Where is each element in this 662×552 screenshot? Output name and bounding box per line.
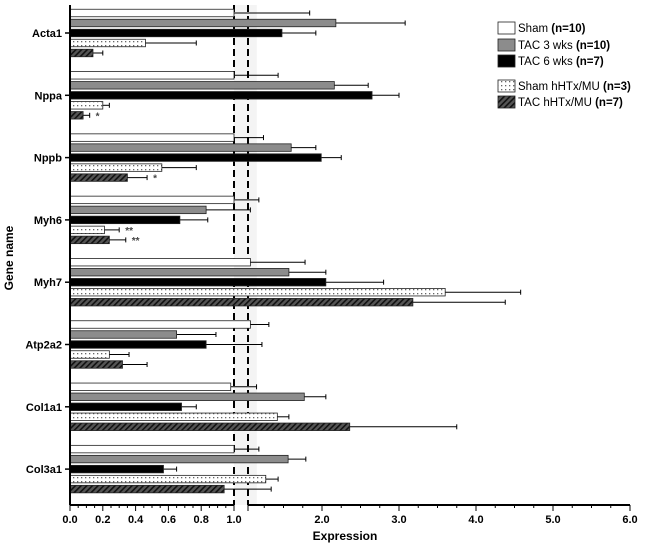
bar-atp2a2-2 <box>69 340 207 349</box>
y-tick-label: Acta1 <box>32 28 62 40</box>
legend-item-4: TAC hHTx/MU (n=7) <box>497 95 623 109</box>
bar-myh6-0 <box>69 195 235 205</box>
bar-atp2a2-4 <box>69 360 123 369</box>
bar-col1a1-2 <box>69 402 182 411</box>
legend-label: TAC hHTx/MU (n=7) <box>518 97 623 109</box>
legend-n: (n=3) <box>603 81 631 93</box>
significance-marker: ** <box>132 236 140 247</box>
y-tick-label: Myh7 <box>34 277 62 289</box>
bar-myh6-4 <box>69 235 110 245</box>
x-tick-label: 0.4 <box>128 514 144 526</box>
bar-myh6-3 <box>69 225 105 235</box>
legend-n: (n=7) <box>595 97 623 109</box>
x-tick-label: 0.6 <box>161 514 176 526</box>
x-tick-label: 0.0 <box>62 514 77 526</box>
legend-series-name: Sham <box>518 23 551 35</box>
legend-series-name: TAC hHTx/MU <box>518 97 595 109</box>
legend-label: Sham (n=10) <box>518 23 586 35</box>
legend-label: TAC 3 wks (n=10) <box>518 40 610 52</box>
x-tick-label: 1.0 <box>226 514 241 526</box>
bar-col3a1-2 <box>69 464 164 474</box>
legend-n: (n=7) <box>576 56 604 68</box>
legend-swatch <box>497 54 516 68</box>
y-axis-label: Gene name <box>2 225 16 290</box>
bar-nppb-2 <box>69 153 322 162</box>
bar-nppb-4 <box>69 173 128 182</box>
legend-label: Sham hHTx/MU (n=3) <box>518 81 631 93</box>
bar-myh7-0 <box>69 258 251 267</box>
y-tick-label: Atp2a2 <box>25 340 62 352</box>
legend-item-1: TAC 3 wks (n=10) <box>497 38 610 52</box>
bar-myh7-3 <box>69 288 446 297</box>
bar-col3a1-3 <box>69 474 267 484</box>
bar-col3a1-1 <box>69 454 289 464</box>
legend-swatch <box>497 38 516 52</box>
x-tick-label: 5.0 <box>545 514 560 526</box>
x-tick-label: 0.8 <box>194 514 209 526</box>
bar-acta1-4 <box>69 48 94 58</box>
legend-series-name: TAC 3 wks <box>518 40 576 52</box>
bar-nppb-1 <box>69 143 292 152</box>
bar-myh6-1 <box>69 205 207 215</box>
legend-n: (n=10) <box>551 23 585 35</box>
x-axis-label: Expression <box>313 529 378 543</box>
bar-nppa-3 <box>69 101 104 110</box>
bar-col1a1-1 <box>69 392 305 401</box>
bar-nppb-0 <box>69 133 235 142</box>
y-tick-label: Nppb <box>34 153 62 165</box>
x-tick-label: 3.0 <box>391 514 406 526</box>
legend-series-name: Sham hHTx/MU <box>518 81 603 93</box>
x-tick-label: 6.0 <box>622 514 637 526</box>
bar-atp2a2-0 <box>69 320 251 329</box>
bar-nppa-0 <box>69 71 235 80</box>
significance-marker: * <box>153 174 157 185</box>
bar-acta1-3 <box>69 38 146 48</box>
significance-marker: ** <box>125 226 133 237</box>
legend-item-0: Sham (n=10) <box>497 21 586 35</box>
legend: Sham (n=10)TAC 3 wks (n=10)TAC 6 wks (n=… <box>497 21 631 109</box>
bar-acta1-1 <box>69 18 337 28</box>
legend-swatch <box>497 79 516 93</box>
bar-myh7-4 <box>69 298 414 307</box>
y-tick-label: Nppa <box>35 90 63 102</box>
bars-layer: ****** <box>69 5 522 505</box>
y-tick-label: Col1a1 <box>26 402 62 414</box>
bar-col3a1-4 <box>69 484 225 494</box>
legend-item-3: Sham hHTx/MU (n=3) <box>497 79 631 93</box>
bar-atp2a2-3 <box>69 350 110 359</box>
bar-myh7-2 <box>69 278 327 287</box>
legend-series-name: TAC 6 wks <box>518 56 576 68</box>
bar-col3a1-0 <box>69 444 235 454</box>
x-tick-label: 4.0 <box>468 514 483 526</box>
y-tick-label: Col3a1 <box>26 464 62 476</box>
bar-myh7-1 <box>69 268 290 277</box>
bar-col1a1-0 <box>69 382 232 391</box>
bar-col1a1-4 <box>69 422 351 431</box>
axes-layer: Acta1 Nppa Nppb Myh6 Myh7 Atp2a2 Col1a1 Col3a1 0… <box>25 5 638 526</box>
bar-acta1-0 <box>69 8 235 18</box>
bar-nppb-3 <box>69 163 163 172</box>
reference-band <box>234 5 257 505</box>
x-tick-label: 0.2 <box>95 514 110 526</box>
y-tick-label: Myh6 <box>34 215 62 227</box>
legend-n: (n=10) <box>576 40 610 52</box>
legend-item-2: TAC 6 wks (n=7) <box>497 54 604 68</box>
bar-atp2a2-1 <box>69 330 177 339</box>
legend-label: TAC 6 wks (n=7) <box>518 56 604 68</box>
bar-nppa-4 <box>69 111 84 120</box>
bar-acta1-2 <box>69 28 283 38</box>
bar-nppa-1 <box>69 81 335 90</box>
legend-swatch <box>497 95 516 109</box>
x-tick-label: 2.0 <box>314 514 329 526</box>
significance-marker: * <box>96 111 100 122</box>
bar-nppa-2 <box>69 91 373 100</box>
legend-swatch <box>497 21 516 35</box>
bar-myh6-2 <box>69 215 181 225</box>
bar-col1a1-3 <box>69 412 278 421</box>
